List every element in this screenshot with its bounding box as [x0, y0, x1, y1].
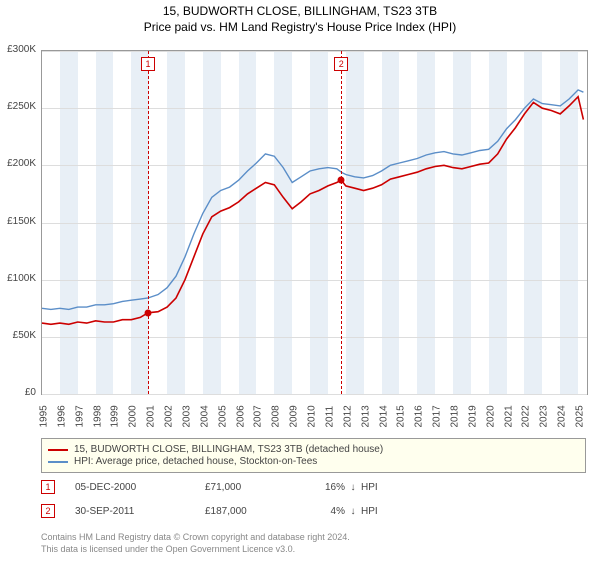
x-axis: 1995 1996 1997 1998 1999 2000 2001 2002 2003 2004… — [41, 400, 588, 432]
sale-price-2: £187,000 — [205, 506, 305, 517]
x-tick-label: 2001 — [146, 405, 157, 427]
y-tick-label: £300K — [0, 44, 36, 55]
x-tick-label: 1995 — [39, 405, 50, 427]
x-tick-label: 2005 — [217, 405, 228, 427]
sale-date-2: 30-SEP-2011 — [75, 506, 205, 517]
x-tick-label: 1999 — [110, 405, 121, 427]
x-tick-label: 2017 — [432, 405, 443, 427]
y-tick-label: £100K — [0, 273, 36, 284]
chart-plot-area: 12 — [41, 50, 588, 395]
x-tick-label: 2021 — [503, 405, 514, 427]
legend: 15, BUDWORTH CLOSE, BILLINGHAM, TS23 3TB… — [41, 438, 586, 473]
x-tick-label: 1996 — [56, 405, 67, 427]
x-tick-label: 2014 — [378, 405, 389, 427]
legend-swatch — [48, 461, 68, 463]
x-tick-label: 2020 — [485, 405, 496, 427]
series-price_paid — [42, 97, 583, 325]
x-tick-label: 2022 — [521, 405, 532, 427]
chart-subtitle: Price paid vs. HM Land Registry's House … — [0, 20, 600, 34]
chart-title: 15, BUDWORTH CLOSE, BILLINGHAM, TS23 3TB — [0, 4, 600, 18]
footer: Contains HM Land Registry data © Crown c… — [41, 532, 350, 555]
sale-vs-2: HPI — [361, 506, 378, 517]
sale-pct-2: 4% — [305, 506, 345, 517]
x-tick-label: 2010 — [307, 405, 318, 427]
legend-item: HPI: Average price, detached house, Stoc… — [48, 456, 579, 467]
sale-marker-1: 1 — [41, 480, 55, 494]
sale-date-1: 05-DEC-2000 — [75, 482, 205, 493]
grid-line — [42, 394, 587, 395]
x-tick-label: 1997 — [74, 405, 85, 427]
marker-line-1 — [148, 51, 149, 394]
legend-item: 15, BUDWORTH CLOSE, BILLINGHAM, TS23 3TB… — [48, 444, 579, 455]
footer-line2: This data is licensed under the Open Gov… — [41, 544, 350, 556]
x-tick-label: 2004 — [199, 405, 210, 427]
sale-marker-2: 2 — [41, 504, 55, 518]
marker-box-2: 2 — [334, 57, 348, 71]
x-tick-label: 2012 — [342, 405, 353, 427]
x-tick-label: 2008 — [271, 405, 282, 427]
y-axis: £0 £50K £100K £150K £200K £250K £300K — [0, 44, 38, 399]
x-tick-label: 2013 — [360, 405, 371, 427]
sale-vs-1: HPI — [361, 482, 378, 493]
legend-label: HPI: Average price, detached house, Stoc… — [74, 456, 317, 467]
sale-row-2: 2 30-SEP-2011 £187,000 4% ↓ HPI — [41, 504, 586, 518]
sale-pct-1: 16% — [305, 482, 345, 493]
x-tick-label: 2025 — [575, 405, 586, 427]
x-tick-label: 2000 — [128, 405, 139, 427]
x-tick-label: 2016 — [414, 405, 425, 427]
legend-label: 15, BUDWORTH CLOSE, BILLINGHAM, TS23 3TB… — [74, 444, 383, 455]
x-tick-label: 1998 — [92, 405, 103, 427]
y-tick-label: £50K — [0, 330, 36, 341]
marker-dot-2 — [338, 177, 345, 184]
marker-dot-1 — [144, 309, 151, 316]
footer-line1: Contains HM Land Registry data © Crown c… — [41, 532, 350, 544]
sale-row-1: 1 05-DEC-2000 £71,000 16% ↓ HPI — [41, 480, 586, 494]
marker-box-1: 1 — [141, 57, 155, 71]
x-tick-label: 2023 — [539, 405, 550, 427]
chart-svg — [42, 51, 587, 394]
x-tick-label: 2009 — [289, 405, 300, 427]
x-tick-label: 2006 — [235, 405, 246, 427]
sale-arrow-1: ↓ — [345, 482, 361, 493]
x-tick-label: 2011 — [324, 406, 335, 428]
x-tick-label: 2019 — [467, 405, 478, 427]
x-tick-label: 2003 — [181, 405, 192, 427]
y-tick-label: £150K — [0, 216, 36, 227]
x-tick-label: 2018 — [449, 405, 460, 427]
x-tick-label: 2007 — [253, 405, 264, 427]
legend-swatch — [48, 449, 68, 451]
x-tick-label: 2015 — [396, 405, 407, 427]
marker-line-2 — [341, 51, 342, 394]
y-tick-label: £0 — [0, 387, 36, 398]
x-tick-label: 2002 — [164, 405, 175, 427]
y-tick-label: £250K — [0, 101, 36, 112]
series-hpi — [42, 90, 583, 310]
sale-price-1: £71,000 — [205, 482, 305, 493]
y-tick-label: £200K — [0, 158, 36, 169]
x-tick-label: 2024 — [557, 405, 568, 427]
sale-arrow-2: ↓ — [345, 506, 361, 517]
